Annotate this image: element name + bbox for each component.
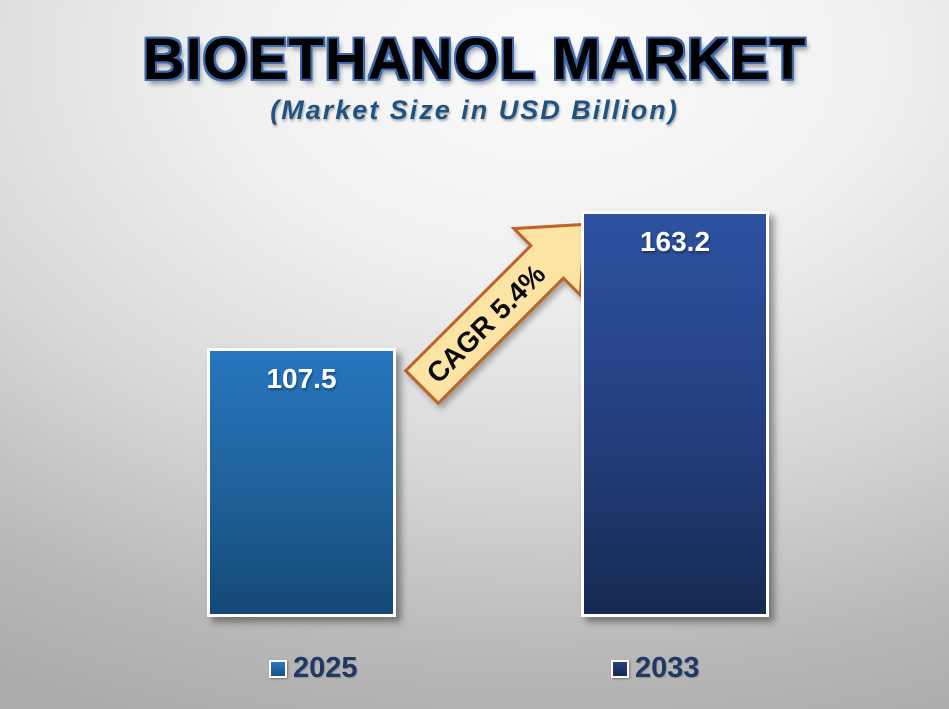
bar-value-2025: 107.5: [266, 363, 337, 394]
legend-swatch-2033-icon: [611, 659, 629, 678]
bar-value-2033: 163.2: [639, 226, 711, 257]
cagr-label: CAGR 5.4%: [421, 258, 552, 389]
bar-2033: 163.2: [581, 211, 769, 617]
page-title: BIOETHANOL MARKET: [142, 27, 807, 92]
legend-item-2033: 2033: [611, 652, 700, 685]
chart-header: BIOETHANOL MARKET (Market Size in USD Bi…: [0, 26, 949, 126]
legend-label-2033: 2033: [635, 652, 700, 684]
page-subtitle: (Market Size in USD Billion): [270, 95, 679, 125]
legend-swatch-2025-icon: [269, 659, 287, 678]
bar-2025: 107.5: [207, 348, 396, 617]
legend-label-2025: 2025: [293, 652, 358, 684]
legend-item-2025: 2025: [269, 652, 358, 685]
